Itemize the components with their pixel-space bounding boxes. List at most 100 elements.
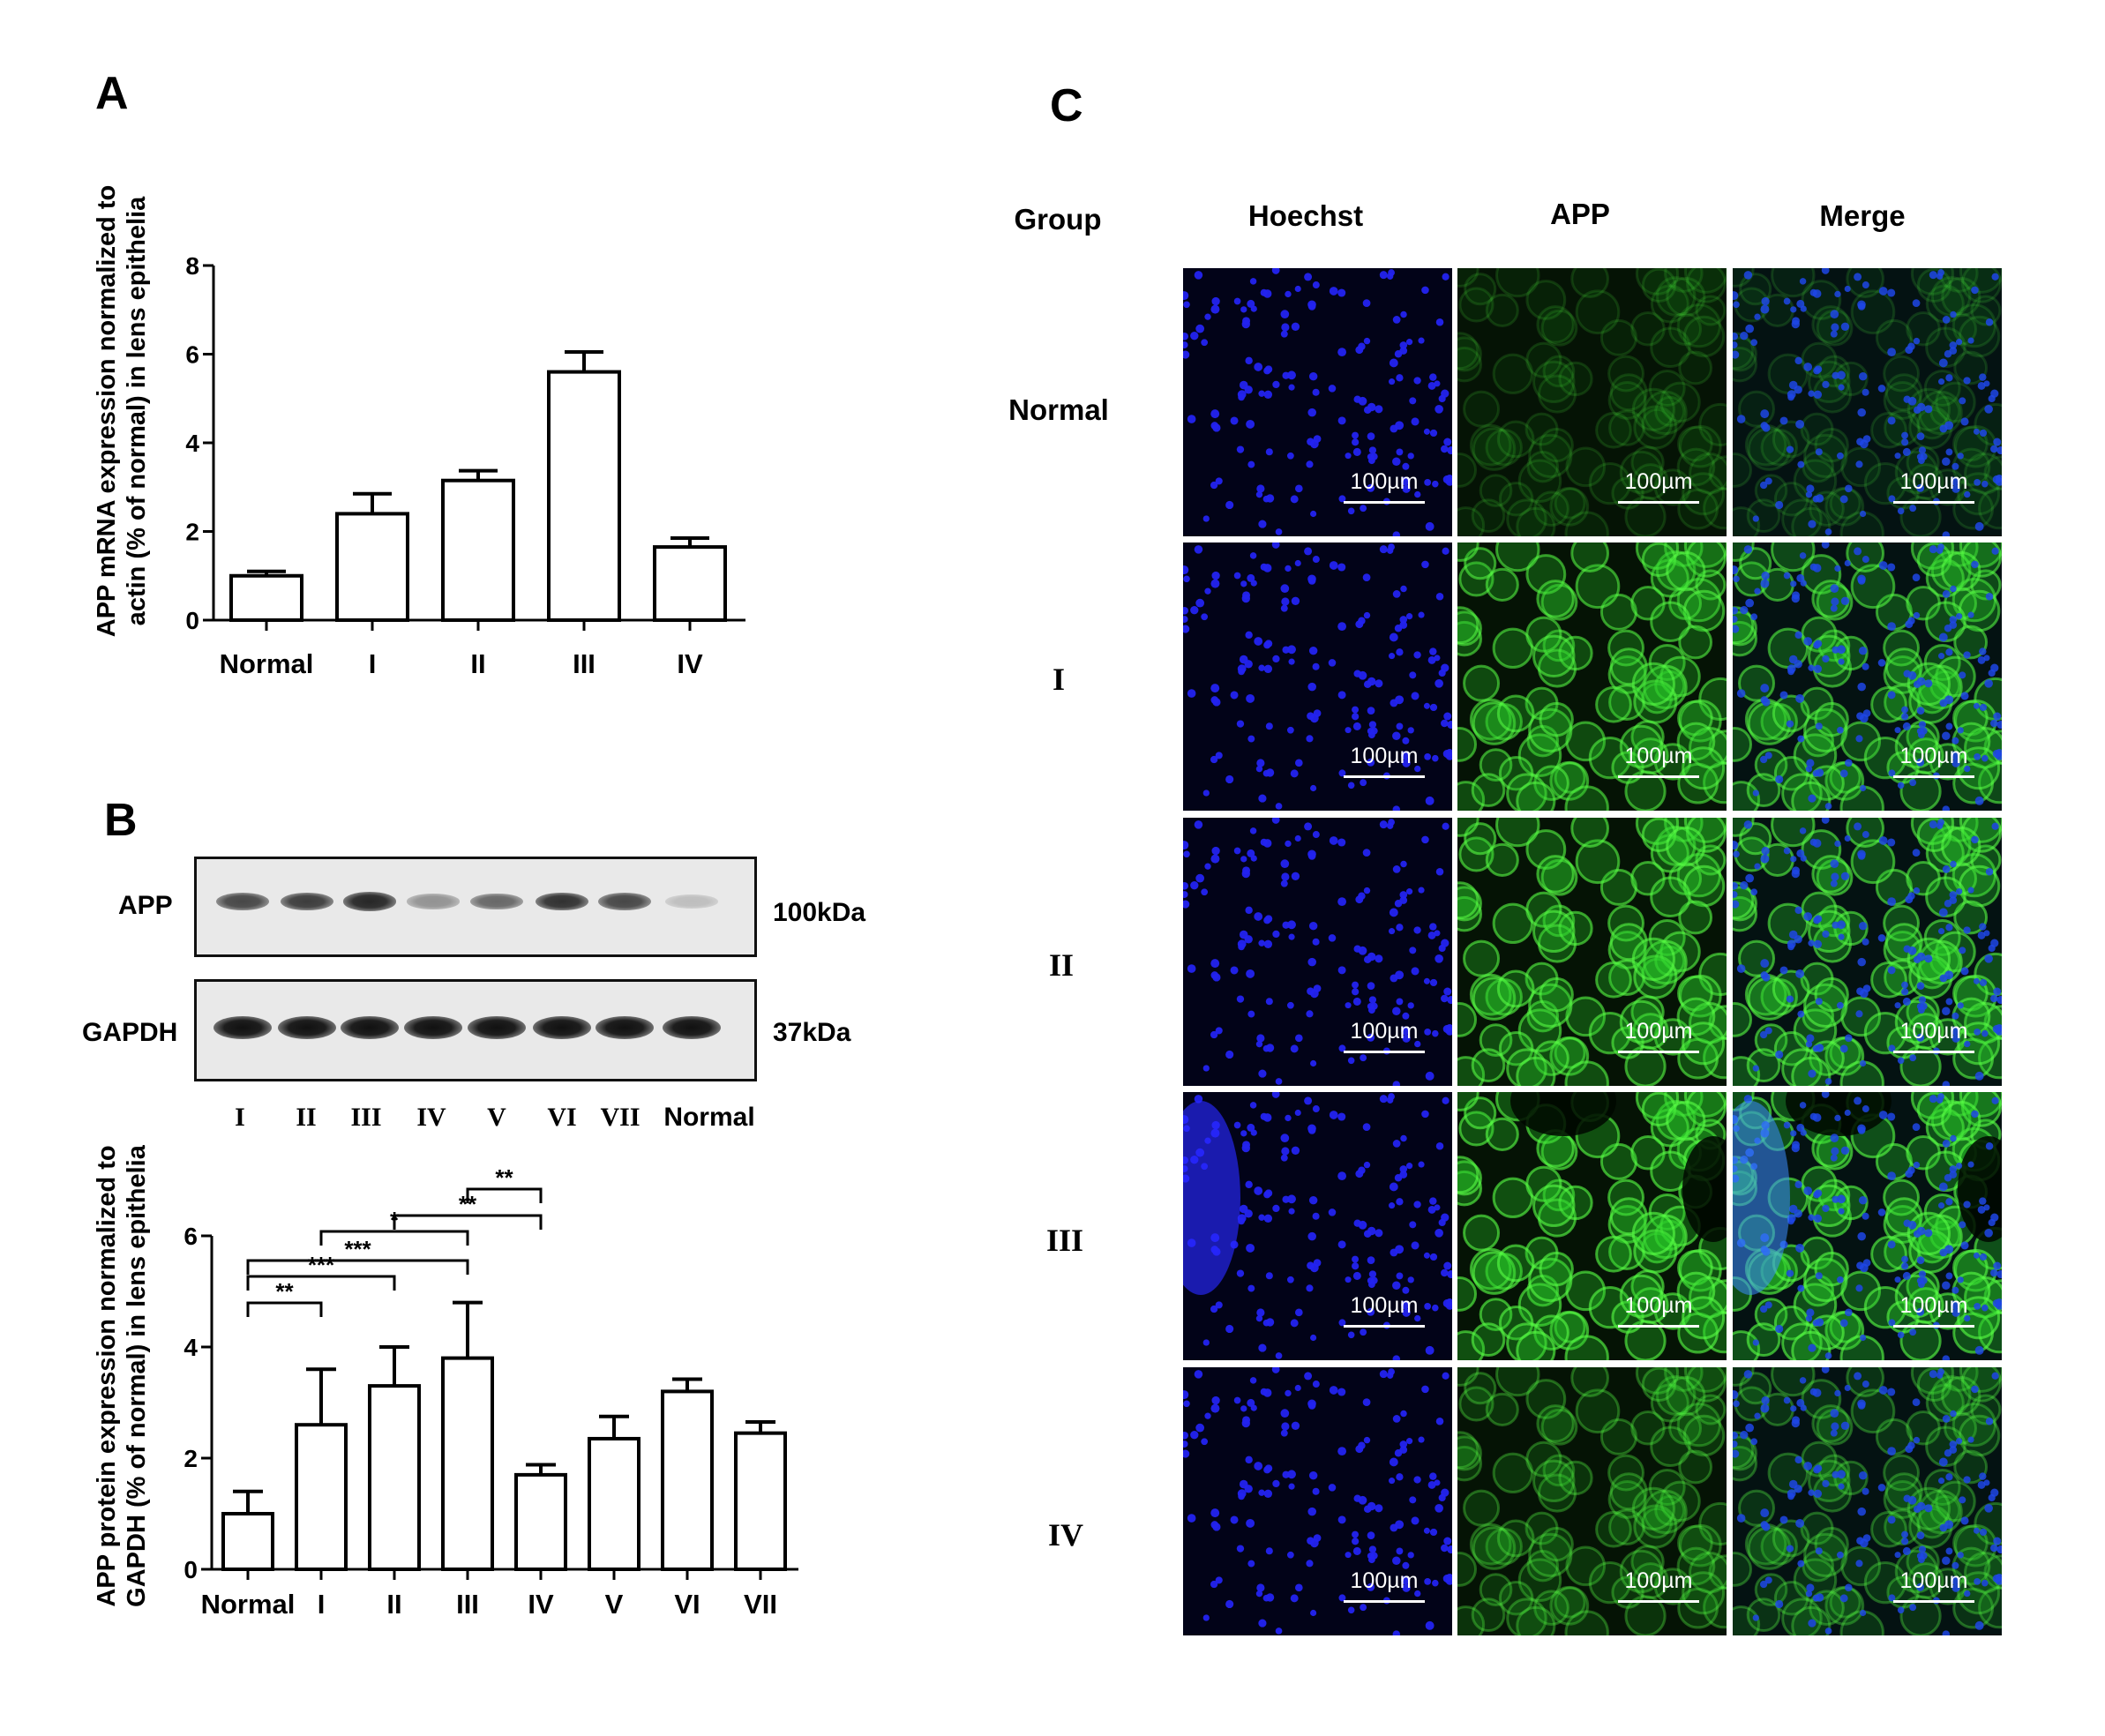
- nucleus: [1442, 475, 1452, 484]
- nucleus: [1792, 866, 1801, 875]
- nucleus: [1808, 1489, 1815, 1496]
- nucleus: [1834, 1114, 1841, 1122]
- nucleus: [1352, 706, 1360, 714]
- nucleus: [1762, 698, 1771, 707]
- nucleus: [1887, 897, 1896, 907]
- nucleus: [1803, 637, 1813, 646]
- nucleus: [1894, 453, 1901, 460]
- nucleus: [1993, 1261, 2002, 1270]
- cell-signal: [1457, 1445, 1483, 1482]
- nucleus: [1210, 579, 1220, 588]
- nucleus: [1733, 900, 1740, 909]
- nucleus: [1916, 483, 1925, 492]
- nucleus: [1824, 1628, 1832, 1635]
- cell-signal: [1653, 468, 1692, 506]
- nucleus: [1775, 774, 1784, 784]
- cell-signal: [1457, 1330, 1486, 1360]
- nucleus: [1824, 1352, 1832, 1359]
- cell-signal: [1685, 1092, 1727, 1127]
- nucleus: [1857, 1231, 1866, 1241]
- nucleus: [1937, 378, 1945, 385]
- cell-signal: [1611, 1575, 1644, 1609]
- nucleus: [1844, 1384, 1851, 1392]
- nucleus: [1792, 317, 1801, 326]
- nucleus: [1236, 445, 1245, 453]
- cell-signal: [1457, 881, 1479, 920]
- cell-signal: [1479, 1298, 1513, 1331]
- nucleus: [1265, 1593, 1275, 1602]
- nucleus: [1800, 855, 1807, 862]
- cell-signal: [1960, 542, 2002, 578]
- scale-bar: [1344, 1600, 1425, 1603]
- cell-signal: [1941, 550, 1981, 592]
- hoechst-image: 100µm: [1183, 268, 1452, 536]
- nucleus: [1379, 271, 1388, 280]
- nucleus: [1836, 452, 1844, 460]
- nucleus: [1211, 1396, 1220, 1405]
- nucleus: [1797, 1560, 1805, 1568]
- nucleus: [1745, 598, 1755, 608]
- nucleus: [1308, 1470, 1318, 1480]
- nucleus: [1888, 495, 1896, 503]
- nucleus: [1337, 288, 1346, 297]
- y-axis-label-line: GAPDH (% of normal) in lens epithelia: [123, 1144, 151, 1607]
- cell-signal: [1457, 1552, 1478, 1587]
- nucleus: [1396, 924, 1404, 932]
- nucleus: [1395, 970, 1405, 980]
- nucleus: [1944, 900, 1952, 908]
- nucleus: [1815, 1272, 1823, 1280]
- nucleus: [1395, 1245, 1405, 1254]
- nucleus: [1236, 1269, 1245, 1277]
- cell-signal: [1760, 429, 1798, 467]
- nucleus: [1855, 1284, 1863, 1292]
- nucleus: [1244, 660, 1253, 669]
- cell-signal: [1648, 369, 1686, 407]
- cell-signal: [1608, 1508, 1645, 1545]
- nucleus: [1396, 448, 1404, 456]
- nucleus: [1779, 416, 1788, 425]
- cell-signal: [1771, 818, 1816, 848]
- cell-signal: [1959, 1367, 2002, 1393]
- nucleus: [1244, 1209, 1253, 1218]
- nucleus: [1945, 924, 1953, 932]
- app-image: 100µm: [1457, 1092, 1727, 1360]
- nucleus: [1830, 1134, 1839, 1142]
- cell-signal: [1894, 724, 1939, 769]
- cell-signal: [1959, 1092, 2002, 1118]
- nucleus: [1783, 1121, 1791, 1129]
- nucleus: [1194, 820, 1203, 829]
- nucleus: [1918, 996, 1927, 1004]
- nucleus: [1857, 1126, 1866, 1134]
- nucleus: [1418, 337, 1425, 344]
- nucleus: [1441, 445, 1449, 453]
- nucleus: [1418, 1436, 1425, 1443]
- cell-signal: [1526, 1549, 1560, 1583]
- nucleus: [1909, 1054, 1917, 1062]
- nucleus: [1429, 647, 1437, 655]
- cell-signal: [1630, 445, 1665, 480]
- nucleus: [1984, 1503, 1993, 1513]
- significance-bracket: [319, 1230, 469, 1246]
- nucleus: [1392, 1081, 1401, 1086]
- nucleus: [1787, 668, 1794, 676]
- nucleus: [1799, 278, 1807, 285]
- nucleus: [1242, 866, 1251, 875]
- nucleus: [1992, 749, 2002, 759]
- nucleus: [1304, 822, 1313, 831]
- nucleus: [1263, 367, 1271, 375]
- cell-signal: [1564, 511, 1609, 536]
- nucleus: [1733, 1400, 1740, 1408]
- nucleus: [1211, 846, 1220, 856]
- cell-signal: [1506, 1598, 1547, 1635]
- cell-signal: [1772, 420, 1810, 459]
- nucleus: [1805, 491, 1813, 498]
- nucleus: [1897, 1057, 1905, 1065]
- nucleus: [1375, 405, 1383, 414]
- cell-signal: [1526, 450, 1560, 483]
- nucleus: [1862, 1105, 1869, 1113]
- nucleus: [1183, 291, 1189, 301]
- nucleus: [1435, 1228, 1443, 1238]
- nucleus: [1285, 290, 1292, 298]
- cell-signal: [1525, 1379, 1567, 1419]
- scale-bar-label: 100µm: [1899, 1568, 1968, 1593]
